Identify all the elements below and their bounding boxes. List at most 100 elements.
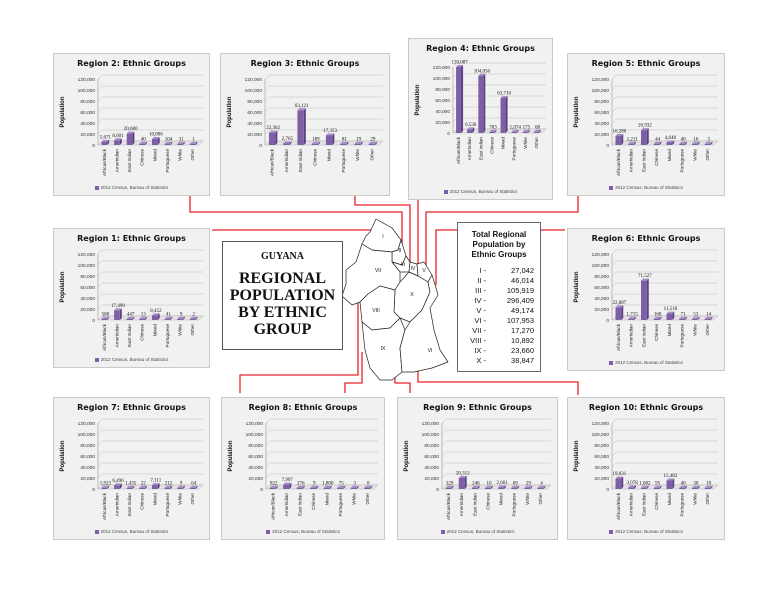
x-category-label: Mixed <box>667 324 672 337</box>
bar <box>615 476 624 489</box>
y-tick-label: 60,000 <box>80 110 95 116</box>
x-category-label: Mixed <box>152 493 157 506</box>
x-category-label: African/Black <box>270 492 275 520</box>
bar <box>653 485 662 489</box>
x-category-label: African/Black <box>446 492 451 520</box>
chart-legend: 2012 Census, Bureau of Statistics <box>398 529 557 534</box>
region-total: 296,409 <box>506 296 534 305</box>
bar <box>522 129 530 133</box>
y-tick-label: 40,000 <box>80 296 95 302</box>
bar <box>323 485 332 489</box>
chart-title: Region 10: Ethnic Groups <box>588 403 704 412</box>
y-tick-label: 60,000 <box>80 454 95 460</box>
x-category-label: African/Black <box>616 492 621 520</box>
y-tick-label: 80,000 <box>594 443 609 449</box>
bar <box>653 316 662 320</box>
y-tick-label: 20,000 <box>424 476 439 482</box>
totals-row: IX - 23,660 <box>462 346 534 356</box>
data-label: 9 <box>180 481 183 486</box>
y-tick-label: 120,000 <box>592 77 610 83</box>
bar <box>615 305 624 320</box>
x-category-label: East Indian <box>127 324 132 347</box>
y-tick-label: 40,000 <box>594 121 609 127</box>
y-axis-label: Population <box>574 271 580 302</box>
y-tick-label: 100,000 <box>592 88 610 94</box>
y-tick-label: 100,000 <box>78 432 96 438</box>
x-category-label: Amerindian <box>629 324 634 348</box>
y-axis-label: Population <box>574 440 580 471</box>
data-label: 14 <box>706 312 712 317</box>
legend-text: 2012 Census, Bureau of Statistics <box>100 185 169 190</box>
y-axis-label: Population <box>228 440 234 471</box>
x-category-label: Other <box>705 493 710 505</box>
data-label: 6,496 <box>112 479 124 484</box>
region-numeral: VIII - <box>470 336 486 345</box>
bar <box>641 485 649 489</box>
bar <box>151 313 160 320</box>
chart-panel-region-1: Region 1: Ethnic Groups Population 120,000… <box>53 228 210 368</box>
bar <box>615 134 624 145</box>
bar <box>310 485 319 489</box>
x-category-label: Mixed <box>152 149 157 162</box>
totals-row: II - 46,014 <box>462 276 534 286</box>
x-category-label: Portuguese <box>338 493 343 517</box>
region-total: 38,847 <box>511 356 534 365</box>
chart-legend: 2012 Census, Bureau of Statistics <box>54 529 209 534</box>
legend-text: 2012 Census, Bureau of Statistics <box>446 529 515 534</box>
data-label: 2,765 <box>282 137 294 142</box>
data-label: 1,082 <box>639 481 651 486</box>
bar <box>679 485 687 489</box>
bar <box>641 278 649 320</box>
bar <box>177 141 185 145</box>
y-axis-label: Population <box>60 440 66 471</box>
bar-chart: Population 120,000 100,000 80,000 60,000 40,0… <box>574 249 719 351</box>
x-category-label: White <box>178 149 183 161</box>
data-label: 3 <box>707 137 710 142</box>
x-category-label: Mixed <box>501 137 506 150</box>
legend-text: 2012 Census, Bureau of Statistics <box>615 360 683 365</box>
bar-chart: Population 120,000 100,000 80,000 60,000 40,0… <box>415 60 547 164</box>
bar <box>340 141 349 145</box>
data-label: 44 <box>655 137 661 142</box>
x-category-label: Portuguese <box>680 149 685 173</box>
y-axis-label: Population <box>227 96 233 127</box>
y-tick-label: 60,000 <box>424 454 439 460</box>
chart-panel-region-10: Region 10: Ethnic Groups Population 120,00… <box>567 397 725 540</box>
data-label: 10 <box>486 481 492 486</box>
x-category-label: Mixed <box>667 149 672 162</box>
bar <box>471 485 480 489</box>
bar <box>350 485 359 489</box>
chart-panel-region-4: Region 4: Ethnic Groups Population 120,000… <box>408 38 553 200</box>
map-label-vii: VII <box>375 268 381 274</box>
x-category-label: Portuguese <box>165 493 170 517</box>
y-tick-label: 100,000 <box>78 263 96 269</box>
x-category-label: Amerindian <box>114 324 119 348</box>
y-tick-label: 0 <box>606 143 609 149</box>
bar <box>456 64 464 133</box>
bar <box>189 485 198 489</box>
y-tick-label: 0 <box>260 487 263 493</box>
bar-chart: Population 120,000 100,000 80,000 60,000 40,0… <box>404 418 552 520</box>
region-total: 10,892 <box>511 336 534 345</box>
y-tick-label: 120,000 <box>78 252 96 258</box>
y-tick-label: 120,000 <box>78 421 96 427</box>
data-label: 10,886 <box>149 133 163 138</box>
x-category-label: Chinese <box>489 137 494 154</box>
y-axis-label: Population <box>404 440 410 471</box>
bar <box>101 139 110 145</box>
x-category-label: East Indian <box>127 493 132 516</box>
bar <box>126 131 135 145</box>
bar <box>458 475 467 489</box>
y-tick-label: 0 <box>447 131 450 137</box>
map-label-ix: IX <box>381 346 386 352</box>
chart-panel-region-6: Region 6: Ethnic Groups Population 120,000… <box>567 228 725 371</box>
region-total: 49,174 <box>511 306 534 315</box>
bar <box>445 485 454 489</box>
bar <box>692 316 700 320</box>
data-label: 4 <box>540 481 543 486</box>
y-tick-label: 80,000 <box>424 443 439 449</box>
legend-text: 2012 Census, Bureau of Statistics <box>615 185 683 190</box>
legend-swatch-icon <box>440 529 445 534</box>
map-label-viii: VIII <box>372 308 380 314</box>
chart-title: Region 4: Ethnic Groups <box>426 44 535 53</box>
